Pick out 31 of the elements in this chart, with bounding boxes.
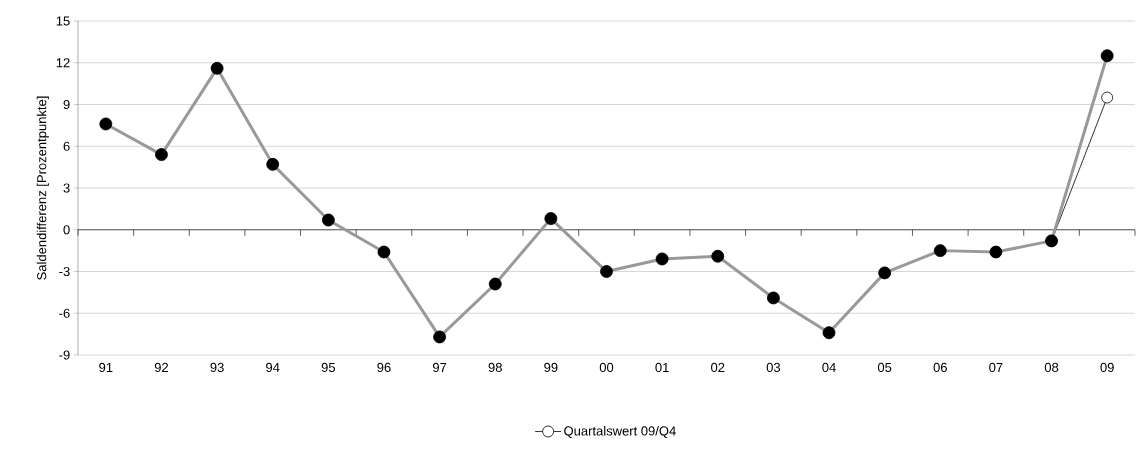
y-tick-label: -9 bbox=[59, 350, 70, 360]
x-tick-label: 01 bbox=[655, 362, 669, 372]
x-tick-label: 00 bbox=[599, 362, 614, 372]
x-tick-label: 94 bbox=[266, 362, 280, 372]
x-tick-label: 93 bbox=[210, 362, 224, 372]
y-tick-label: 15 bbox=[56, 16, 70, 26]
x-tick-label: 05 bbox=[877, 362, 892, 372]
x-tick-label: 92 bbox=[154, 362, 169, 372]
y-tick-label: 12 bbox=[56, 58, 70, 68]
point bbox=[1101, 91, 1114, 104]
y-tick-label: -3 bbox=[59, 266, 70, 277]
x-tick-label: 08 bbox=[1044, 362, 1059, 372]
x-tick-label: 95 bbox=[321, 362, 336, 372]
x-tick-label: 98 bbox=[488, 362, 502, 372]
x-tick-label: 03 bbox=[766, 362, 781, 372]
y-tick-label: 0 bbox=[63, 225, 70, 235]
y-tick-label: -6 bbox=[59, 308, 70, 318]
legend-label: Quartalswert 09/Q4 bbox=[564, 425, 676, 438]
x-tick-label: 09 bbox=[1100, 362, 1114, 372]
x-tick-label: 96 bbox=[377, 362, 391, 372]
x-tick-label: 02 bbox=[711, 362, 725, 372]
y-tick-label: 3 bbox=[63, 183, 70, 193]
x-tick-label: 91 bbox=[99, 362, 113, 372]
x-tick-label: 99 bbox=[544, 362, 558, 372]
x-tick-label: 06 bbox=[933, 362, 947, 372]
y-tick-label: 6 bbox=[63, 141, 70, 151]
y-axis-title: Saldendifferenz [Prozentpunkte] bbox=[36, 96, 49, 280]
x-tick-label: 04 bbox=[822, 362, 836, 372]
y-tick-label: 9 bbox=[63, 99, 70, 110]
x-tick-label: 07 bbox=[989, 362, 1003, 372]
x-tick-label: 97 bbox=[432, 362, 447, 372]
